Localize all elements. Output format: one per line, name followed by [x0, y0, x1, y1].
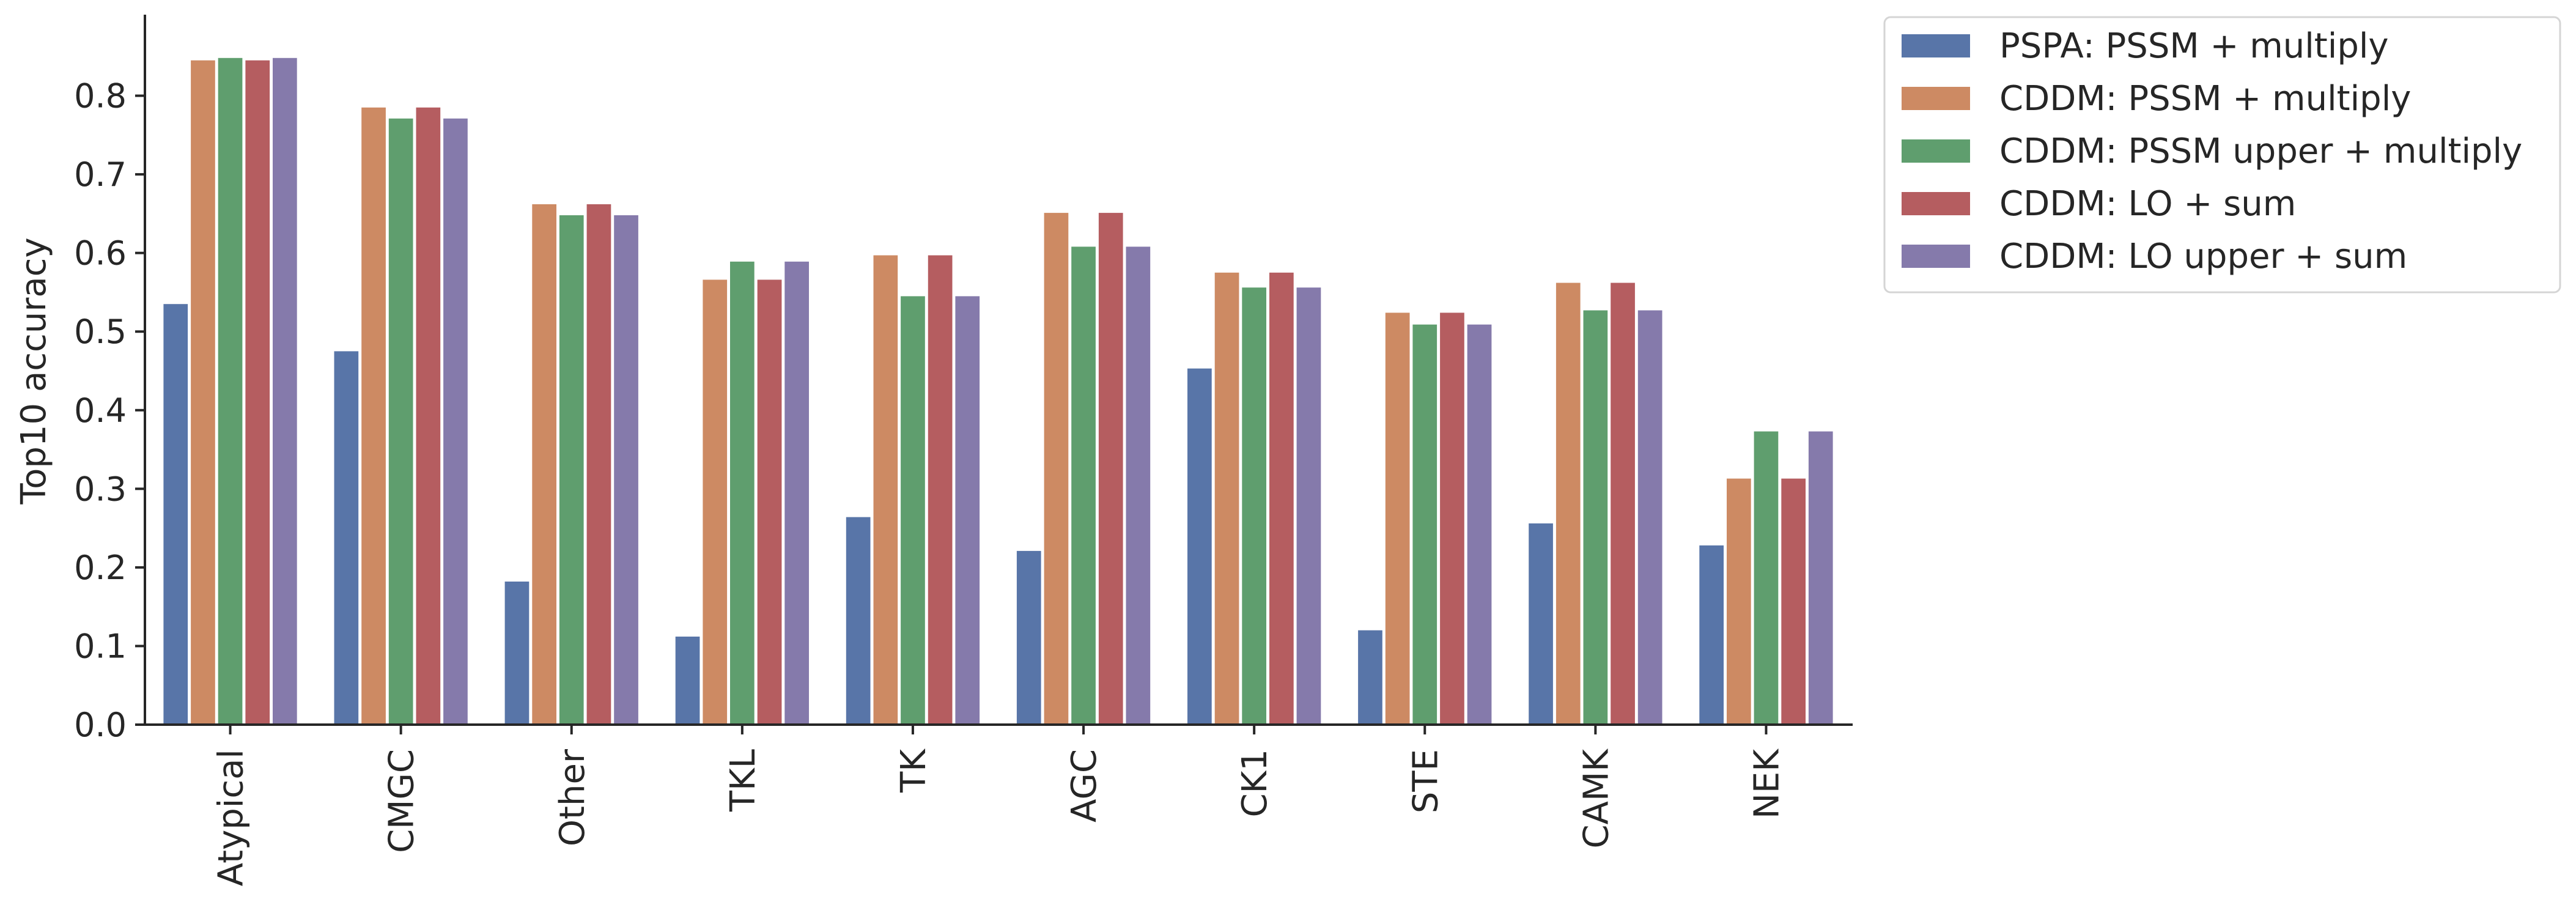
bar-cmgc-series-1 [334, 351, 359, 725]
y-axis-label: Top10 accuracy [14, 237, 54, 505]
legend-label: PSPA: PSSM + multiply [1999, 26, 2389, 66]
bar-ste-series-5 [1467, 324, 1492, 725]
y-tick-label: 0.7 [74, 155, 127, 194]
bar-other-series-5 [614, 215, 638, 725]
y-tick-label: 0.8 [74, 77, 127, 116]
bar-agc-series-3 [1071, 246, 1096, 725]
bar-atypical-series-5 [273, 57, 297, 725]
bar-nek-series-5 [1808, 431, 1833, 725]
x-tick-label: CMGC [382, 749, 422, 853]
bar-nek-series-2 [1727, 478, 1751, 725]
bar-tk-series-2 [873, 255, 898, 725]
x-tick-label: CAMK [1576, 749, 1616, 849]
bar-camk-series-3 [1583, 310, 1608, 725]
bar-tkl-series-1 [675, 637, 700, 725]
bar-tkl-series-4 [757, 279, 782, 725]
legend-label: CDDM: LO + sum [1999, 184, 2296, 224]
y-tick-label: 0.1 [74, 627, 127, 665]
bar-nek-series-4 [1781, 478, 1806, 725]
bar-other-series-3 [559, 215, 584, 725]
bar-cmgc-series-3 [388, 118, 413, 725]
bar-agc-series-4 [1098, 213, 1123, 725]
x-tick-label: TK [894, 749, 934, 793]
bar-tkl-series-3 [730, 261, 755, 725]
bar-cmgc-series-4 [416, 107, 441, 725]
bar-ck1-series-4 [1269, 272, 1294, 725]
legend-label: CDDM: PSSM upper + multiply [1999, 131, 2522, 171]
bar-camk-series-4 [1611, 283, 1635, 725]
bar-atypical-series-4 [245, 60, 270, 725]
bar-other-series-2 [532, 204, 556, 725]
y-tick-label: 0.5 [74, 312, 127, 351]
bar-camk-series-5 [1637, 310, 1663, 725]
bar-cmgc-series-2 [361, 107, 386, 725]
legend-swatch [1902, 87, 1970, 110]
x-tick-label: Other [553, 749, 592, 846]
legend-swatch [1902, 192, 1970, 215]
bar-agc-series-2 [1044, 213, 1069, 725]
x-tick-label: CK1 [1235, 749, 1275, 817]
legend-swatch [1902, 245, 1970, 268]
x-tick-label: NEK [1747, 749, 1787, 819]
bars-layer [163, 57, 1833, 725]
bar-ck1-series-3 [1242, 287, 1266, 725]
bar-tk-series-1 [846, 517, 871, 725]
x-tick-label: TKL [723, 749, 763, 812]
bar-tk-series-4 [928, 255, 953, 725]
legend-swatch [1902, 34, 1970, 57]
x-axis: Atypical CMGC Other TKL TK AGC CK1 STE CAMK NEK [144, 723, 1853, 886]
legend-swatch [1902, 139, 1970, 163]
bar-tkl-series-5 [784, 261, 809, 725]
bar-ck1-series-5 [1296, 287, 1321, 725]
bar-agc-series-1 [1016, 550, 1041, 725]
x-tick-label: Atypical [212, 749, 251, 886]
y-tick-label: 0.0 [74, 706, 127, 744]
bar-ste-series-4 [1440, 312, 1464, 725]
bar-atypical-series-1 [163, 304, 188, 725]
x-tick-label: STE [1406, 749, 1445, 813]
x-tick-label: AGC [1065, 749, 1104, 822]
bar-agc-series-5 [1126, 246, 1151, 725]
bar-ste-series-1 [1358, 630, 1382, 725]
y-tick-label: 0.3 [74, 470, 127, 508]
bar-ste-series-3 [1412, 324, 1437, 725]
bar-atypical-series-3 [218, 57, 243, 725]
y-tick-label: 0.2 [74, 549, 127, 587]
legend-label: CDDM: LO upper + sum [1999, 237, 2407, 276]
bar-atypical-series-2 [191, 60, 215, 725]
bar-ck1-series-1 [1187, 368, 1212, 725]
bar-other-series-1 [504, 582, 530, 725]
bar-camk-series-2 [1556, 283, 1581, 725]
bar-cmgc-series-5 [443, 118, 468, 725]
bar-other-series-4 [586, 204, 611, 725]
bar-tk-series-3 [901, 296, 925, 725]
legend: PSPA: PSSM + multiply CDDM: PSSM + multip… [1883, 16, 2561, 294]
bar-camk-series-1 [1529, 523, 1553, 725]
bar-ck1-series-2 [1214, 272, 1239, 725]
bar-tkl-series-2 [703, 279, 728, 725]
bar-ste-series-2 [1385, 312, 1410, 725]
bar-nek-series-3 [1754, 431, 1779, 725]
y-tick-label: 0.4 [74, 391, 127, 430]
y-tick-label: 0.6 [74, 234, 127, 273]
bar-tk-series-5 [955, 296, 980, 725]
bar-nek-series-1 [1699, 545, 1724, 725]
legend-label: CDDM: PSSM + multiply [1999, 79, 2411, 119]
legend-frame [1883, 16, 2561, 294]
y-axis: 0.0 0.1 0.2 0.3 0.4 0.5 0.6 0.7 0.8 [74, 15, 146, 744]
